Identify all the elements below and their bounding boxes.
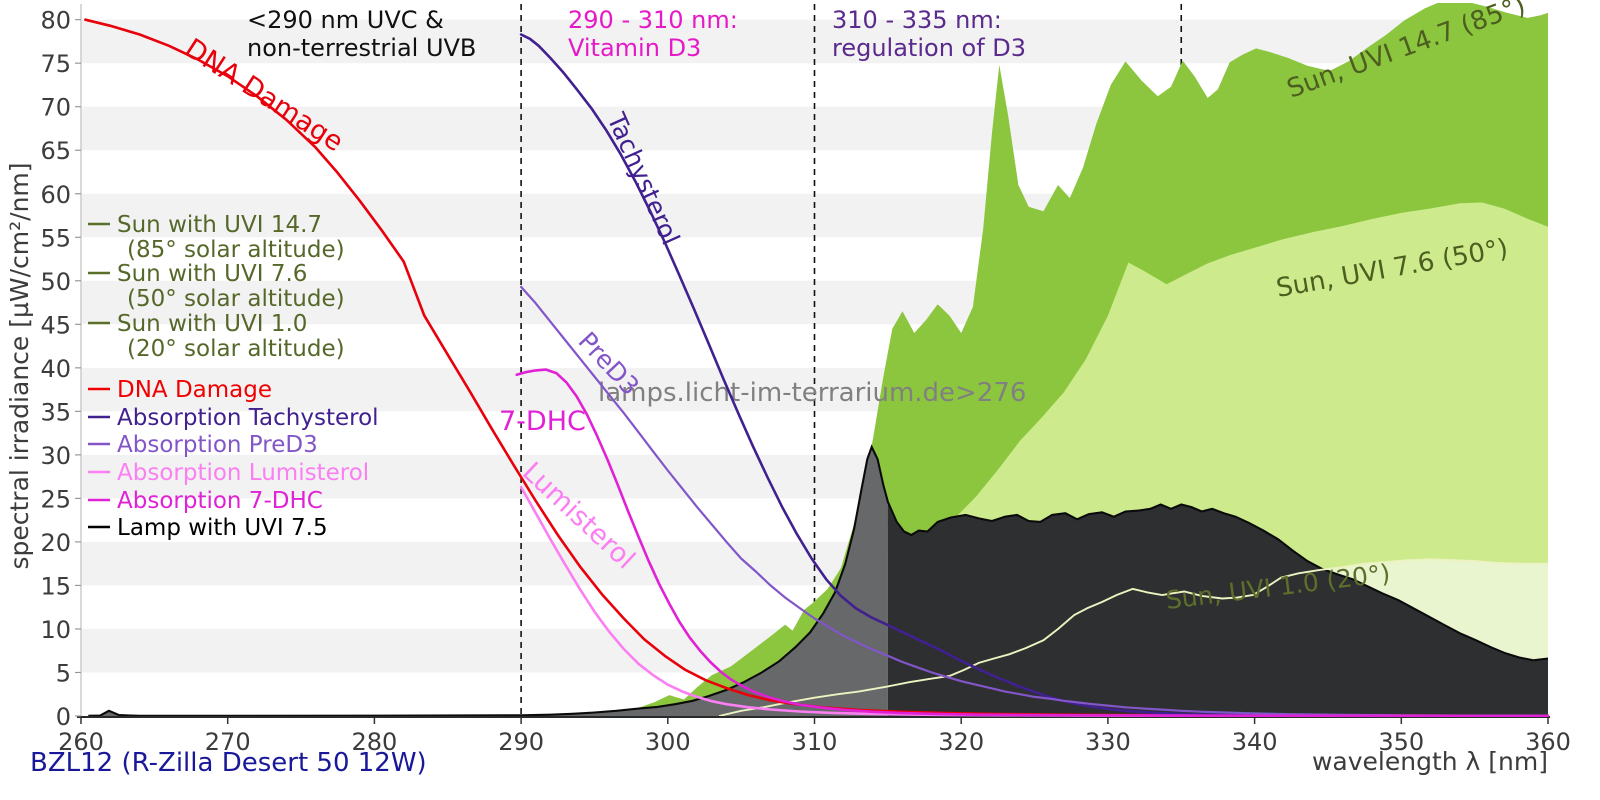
y-tick-label-75: 75	[40, 50, 71, 78]
legend-label-8: Absorption PreD3	[117, 432, 318, 458]
x-tick-label-320: 320	[938, 728, 984, 756]
x-tick-label-350: 350	[1378, 728, 1424, 756]
x-axis-title: wavelength λ [nm]	[1312, 747, 1548, 776]
x-tick-label-310: 310	[792, 728, 838, 756]
areas-group	[88, 3, 1549, 717]
line-sun-uvi-1-0	[718, 558, 1548, 717]
y-tick-label-30: 30	[40, 442, 71, 470]
legend-label-1: (85° solar altitude)	[127, 237, 345, 263]
y-tick-label-70: 70	[40, 94, 71, 122]
y-tick-label-10: 10	[40, 616, 71, 644]
x-tick-label-300: 300	[645, 728, 691, 756]
y-tick-label-50: 50	[40, 268, 71, 296]
legend-label-5: (20° solar altitude)	[127, 336, 345, 362]
y-tick-label-20: 20	[40, 529, 71, 557]
x-tick-label-290: 290	[498, 728, 544, 756]
y-tick-label-65: 65	[40, 137, 71, 165]
lamp-outline	[88, 444, 1549, 717]
y-tick-label-5: 5	[56, 659, 71, 687]
y-axis-title: spectral irradiance [µW/cm²/nm]	[5, 162, 34, 569]
annotation-d3-line2: Vitamin D3	[568, 34, 701, 62]
legend-label-6: DNA Damage	[117, 377, 272, 403]
line-pred3	[519, 285, 1549, 717]
annotation-uvc-line2: non-terrestrial UVB	[247, 34, 476, 62]
x-tick-label-270: 270	[205, 728, 251, 756]
x-tick-label-330: 330	[1085, 728, 1131, 756]
annotation-uvc-line1: <290 nm UVC &	[247, 6, 444, 34]
y-tick-label-0: 0	[56, 703, 71, 731]
annotation-d3-line1: 290 - 310 nm:	[568, 6, 738, 34]
legend-label-2: Sun with UVI 7.6	[117, 261, 307, 287]
y-tick-label-25: 25	[40, 485, 71, 513]
y-tick-label-35: 35	[40, 398, 71, 426]
lamp-area-gray	[88, 447, 888, 716]
lamp-area-dark	[887, 501, 1548, 716]
x-tick-label-340: 340	[1232, 728, 1278, 756]
y-tick-label-45: 45	[40, 311, 71, 339]
y-tick-label-40: 40	[40, 355, 71, 383]
line-7dhc	[515, 368, 1549, 717]
annotation-reg-line2: regulation of D3	[832, 34, 1026, 62]
plot-base-layer: 260 270 280 290 300 310 320 330 340 350 360 0 5 10 15 2…	[40, 3, 1571, 756]
y-tick-label-60: 60	[40, 181, 71, 209]
y-tick-label-80: 80	[40, 7, 71, 35]
annotation-reg-line1: 310 - 335 nm:	[832, 6, 1002, 34]
y-tick-label-55: 55	[40, 224, 71, 252]
legend-label-4: Sun with UVI 1.0	[117, 311, 307, 337]
y-tick-label-15: 15	[40, 572, 71, 600]
x-tick-label-360: 360	[1525, 728, 1571, 756]
line-tachysterol	[519, 33, 1549, 717]
x-tick-label-280: 280	[351, 728, 397, 756]
plot-lines-layer	[84, 18, 1549, 717]
legend-label-3: (50° solar altitude)	[127, 286, 345, 312]
x-tick-label-260: 260	[58, 728, 104, 756]
watermark: lamps.licht-im-terrarium.de>276	[598, 378, 1026, 408]
legend-label-10: Absorption 7-DHC	[117, 488, 323, 514]
legend-label-9: Absorption Lumisterol	[117, 460, 369, 486]
legend: Sun with UVI 14.7(85° solar altitude)Sun…	[88, 212, 379, 541]
legend-label-7: Absorption Tachysterol	[117, 405, 379, 431]
legend-label-0: Sun with UVI 14.7	[117, 212, 322, 238]
lamp-area	[88, 444, 1549, 717]
legend-label-11: Lamp with UVI 7.5	[117, 515, 328, 541]
curve-label-dhc: 7-DHC	[499, 406, 586, 437]
lamp-name-footer: BZL12 (R-Zilla Desert 50 12W)	[30, 748, 427, 778]
